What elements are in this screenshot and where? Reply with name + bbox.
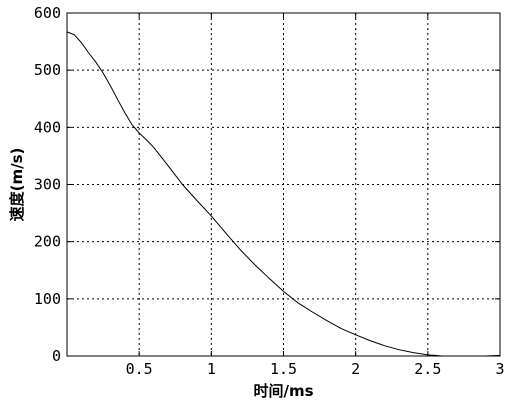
x-tick-label: 3: [495, 360, 504, 378]
tick-labels: 0.5 1 1.5 2 2.5 3 0 100 200 300 400 500 600: [34, 4, 505, 378]
y-tick-label: 300: [34, 176, 61, 194]
y-axis-label: 速度(m/s): [8, 148, 26, 222]
y-tick-label: 400: [34, 118, 61, 136]
y-tick-label: 500: [34, 61, 61, 79]
speed-series-line: [66, 31, 501, 357]
x-tick-label: 2.5: [414, 360, 441, 378]
y-tick-label: 600: [34, 4, 61, 22]
y-tick-label: 200: [34, 233, 61, 251]
x-axis-label: 时间/ms: [253, 382, 313, 400]
x-tick-label: 1: [207, 360, 216, 378]
x-tick-label: 2: [351, 360, 360, 378]
y-tick-label: 100: [34, 290, 61, 308]
y-tick-label: 0: [52, 347, 61, 365]
grid: [67, 13, 500, 356]
x-tick-label: 1.5: [270, 360, 297, 378]
x-tick-label: 0.5: [126, 360, 153, 378]
ticks: [67, 12, 501, 357]
